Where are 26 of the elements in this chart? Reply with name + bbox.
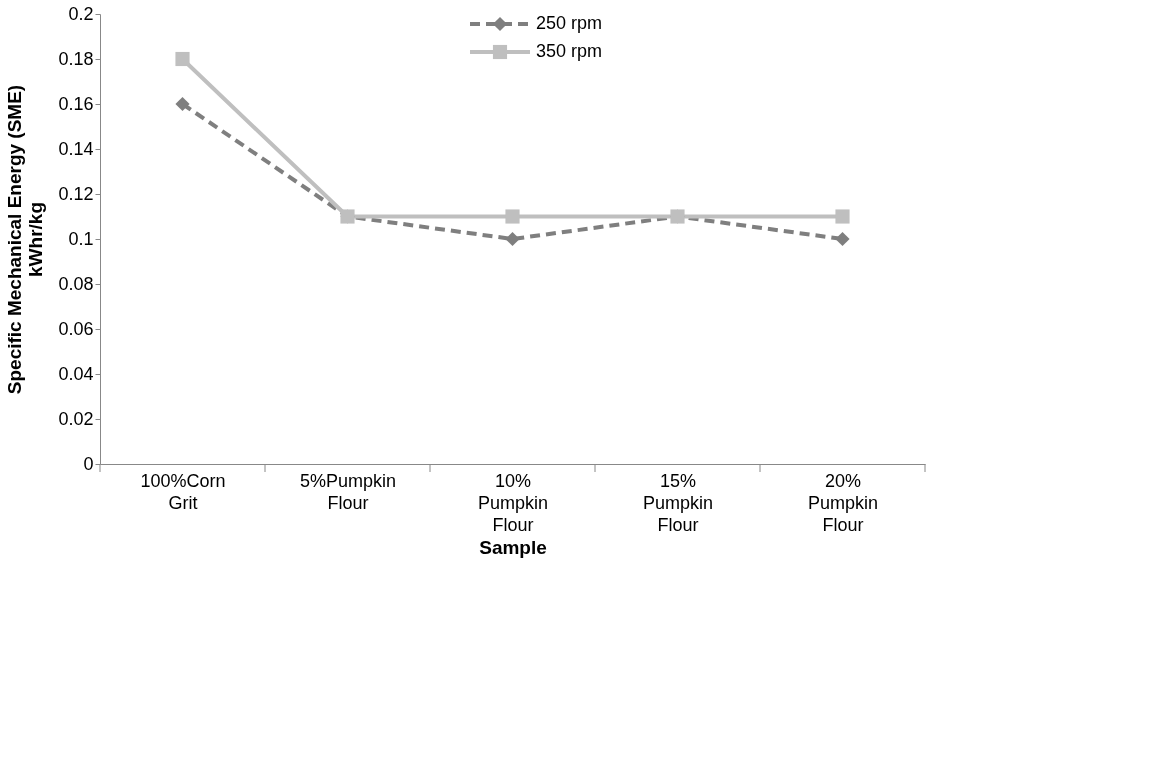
x-tick-label: 15% Pumpkin Flour xyxy=(642,470,714,535)
y-tick-label: 0.06 xyxy=(58,318,94,339)
point xyxy=(505,209,520,224)
point xyxy=(835,209,850,224)
y-tick-label: 0.16 xyxy=(58,93,94,114)
point xyxy=(175,51,190,67)
y-tick-label: 0.2 xyxy=(68,3,94,24)
y-tick-label: 0.02 xyxy=(58,408,94,429)
x-tick-label: 100%Corn Grit xyxy=(140,470,226,513)
x-tick-label: 20% Pumpkin Flour xyxy=(807,470,879,535)
y-tick-label: 0.18 xyxy=(58,48,94,69)
y-tick-label: 0.04 xyxy=(58,363,94,384)
x-tick-label: 10% Pumpkin Flour xyxy=(477,470,549,535)
x-axis-title: Sample xyxy=(479,536,547,558)
legend-label: 250 rpm xyxy=(536,13,603,33)
x-tick-label: 5%Pumpkin Flour xyxy=(299,470,397,513)
y-tick-label: 0.12 xyxy=(58,183,94,204)
point xyxy=(505,231,520,247)
y-axis-title: Specific Mechanical Energy (SME) kWhr/kg xyxy=(4,84,47,395)
point xyxy=(175,96,190,112)
y-tick-label: 0.1 xyxy=(68,228,94,249)
y-tick-label: 0.08 xyxy=(58,273,94,294)
y-tick-label: 0 xyxy=(83,453,94,474)
legend-label: 350 rpm xyxy=(536,41,603,61)
y-tick-label: 0.14 xyxy=(58,138,94,159)
point xyxy=(835,231,850,247)
